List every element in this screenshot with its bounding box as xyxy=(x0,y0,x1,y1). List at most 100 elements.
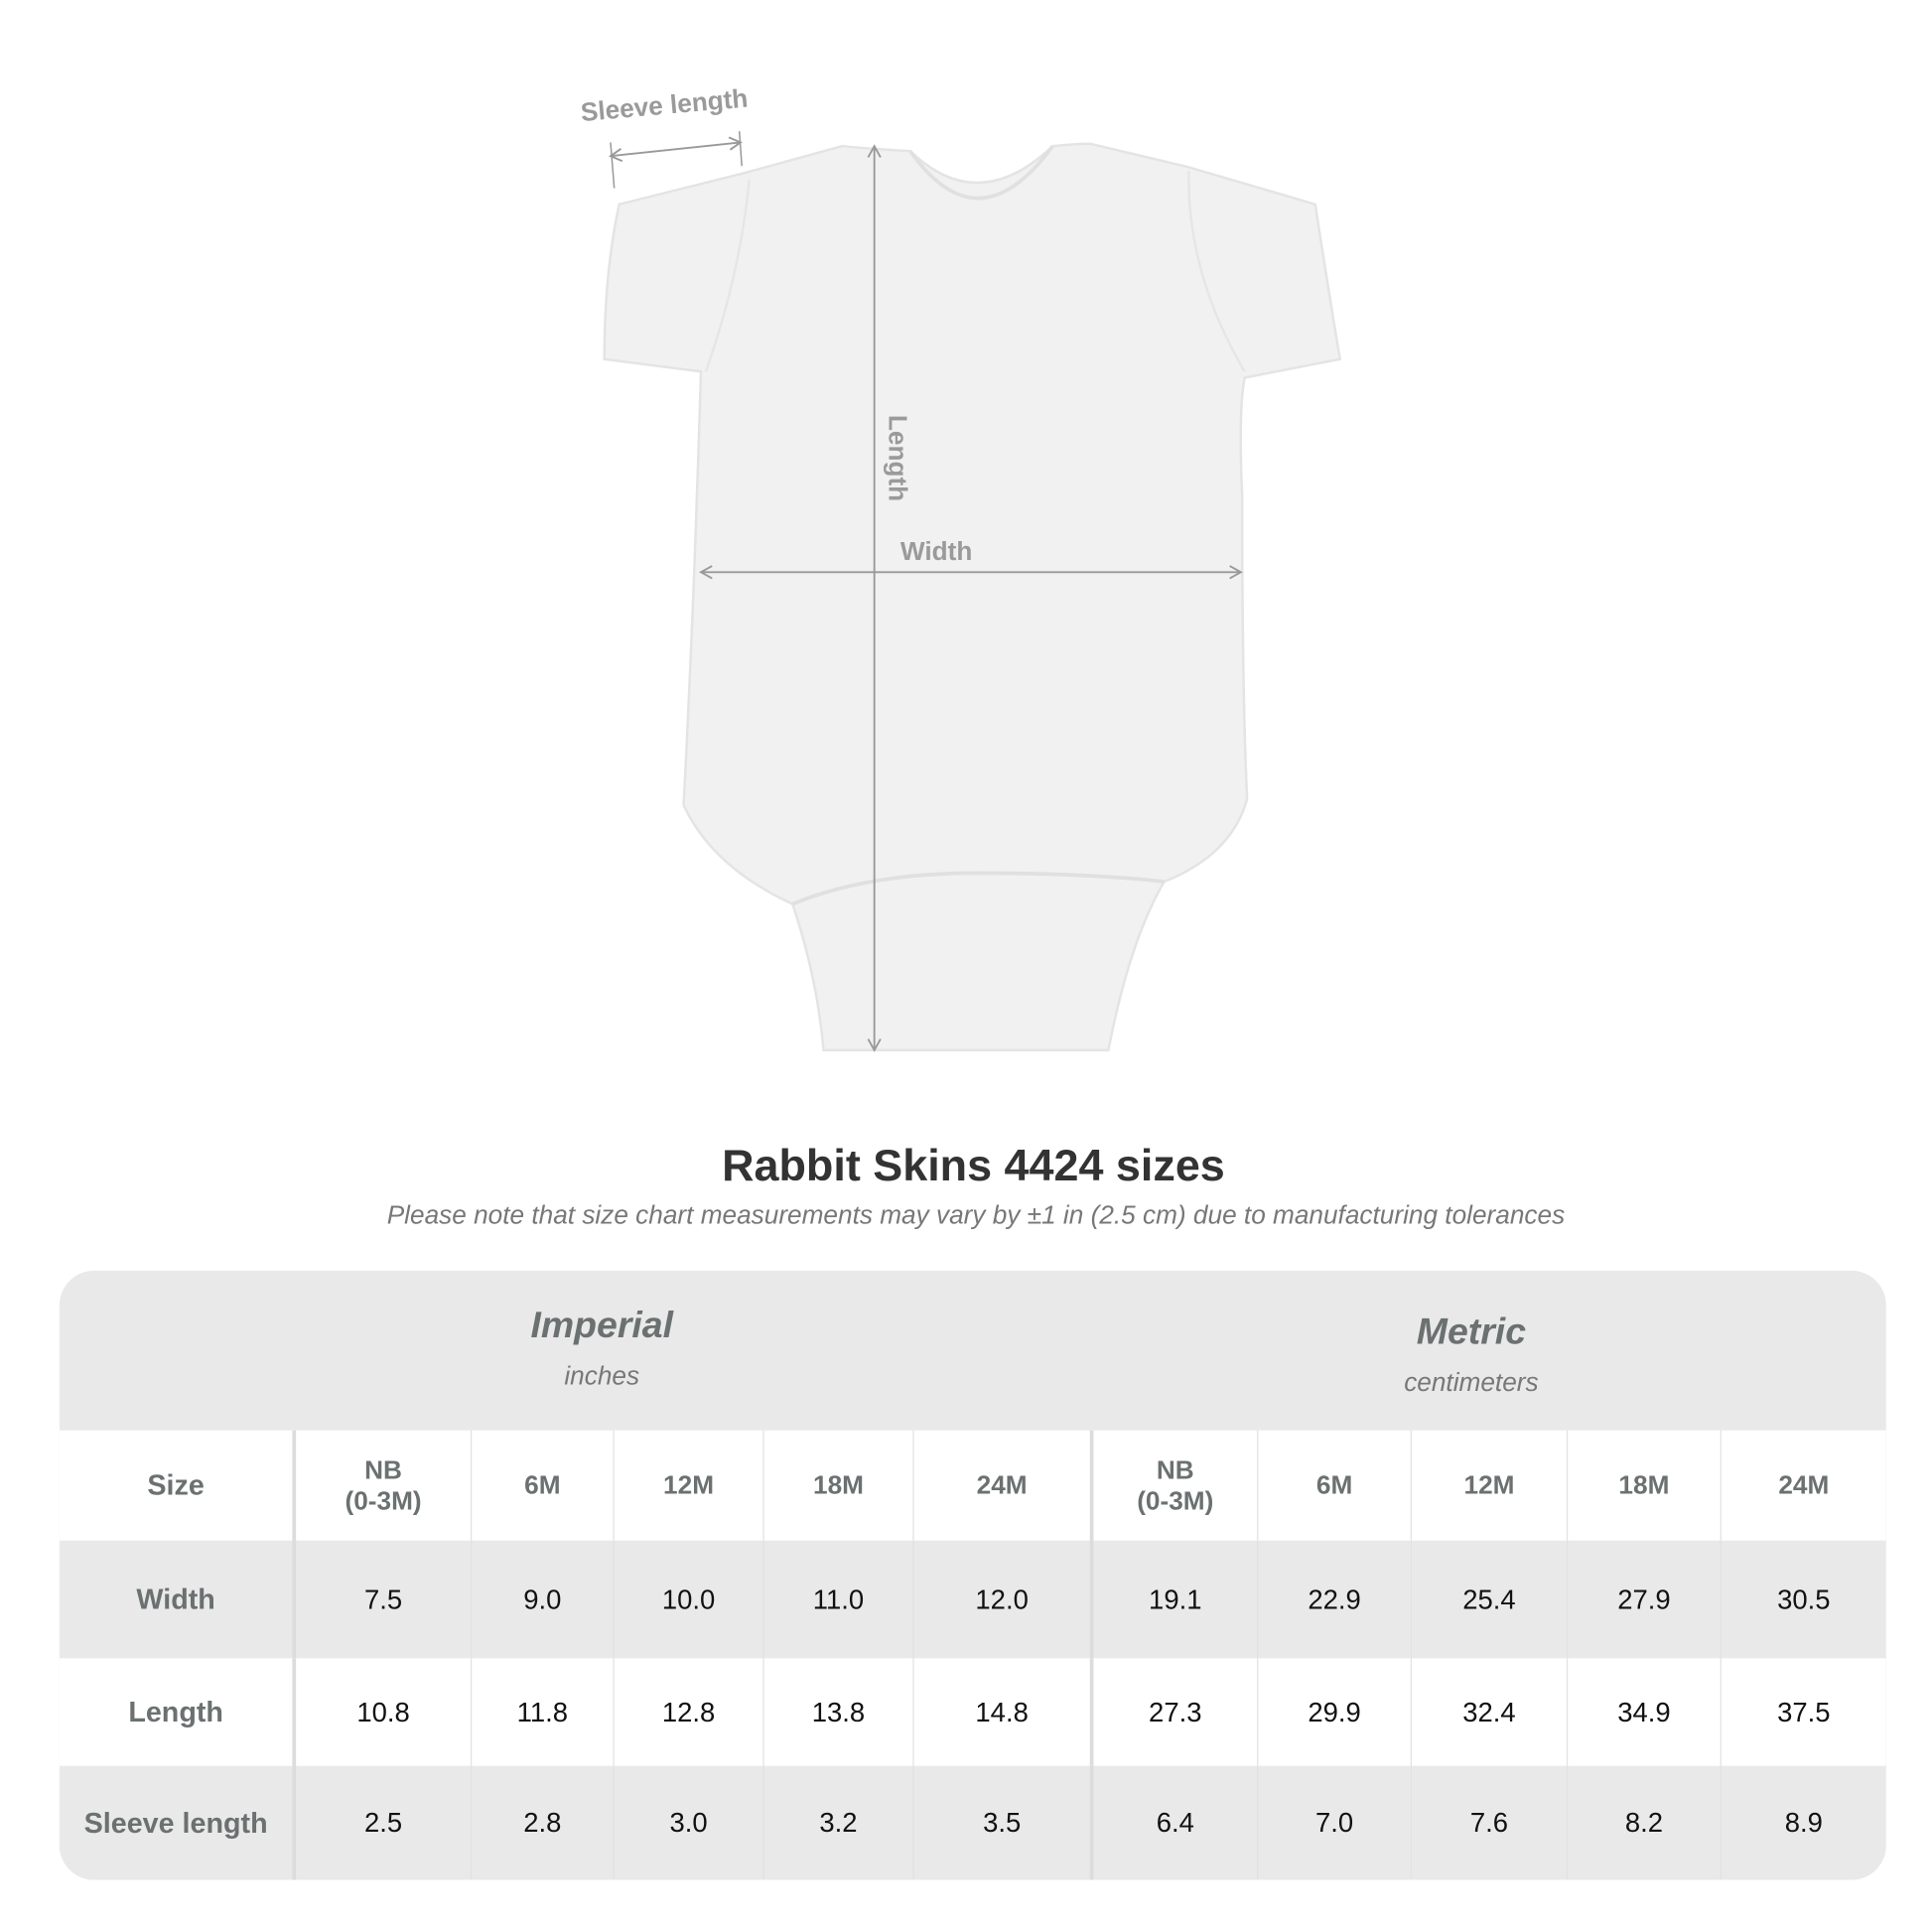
table-cell: 12M xyxy=(613,1430,762,1541)
metric-unit: centimeters xyxy=(1404,1368,1539,1398)
measurement-value: 12.0 xyxy=(975,1583,1029,1614)
metric-header: Metric centimeters xyxy=(1286,1311,1657,1398)
label-cell: Sleeve length xyxy=(60,1766,293,1880)
table-cell: 7.6 xyxy=(1410,1765,1567,1880)
measurement-value: 14.8 xyxy=(975,1696,1029,1727)
measurement-value: 7.0 xyxy=(1314,1806,1354,1839)
measurement-value: 22.9 xyxy=(1308,1583,1361,1614)
table-cell: 8.9 xyxy=(1720,1765,1886,1880)
size-header: 24M xyxy=(976,1470,1028,1500)
table-cell: 6.4 xyxy=(1089,1765,1257,1880)
size-label: Size xyxy=(147,1468,205,1501)
size-header: NB (0-3M) xyxy=(1137,1455,1214,1516)
measurement-value: 29.9 xyxy=(1308,1696,1361,1727)
table-cell: 24M xyxy=(912,1430,1089,1541)
table-cell: 2.5 xyxy=(292,1765,471,1880)
label-cell: Width xyxy=(60,1541,293,1659)
measurement-value: 3.0 xyxy=(669,1806,708,1839)
measurement-value: 12.8 xyxy=(661,1696,716,1727)
table-row: Width 7.5 9.0 10.0 11.0 12.0 19.1 22.9 25.4 27.9 3… xyxy=(59,1540,1886,1659)
table-cell: 3.2 xyxy=(762,1765,912,1880)
table-cell: 10.8 xyxy=(292,1658,471,1766)
table-cell: 18M xyxy=(762,1430,912,1541)
measurement-value: 32.4 xyxy=(1462,1696,1516,1727)
measurement-value: 3.2 xyxy=(819,1806,858,1839)
measurement-value: 13.8 xyxy=(811,1696,866,1727)
size-header-row: Size NB (0-3M) 6M 12M 18M 24M NB (0-3M) 6M 12M 18… xyxy=(59,1430,1886,1541)
measurement-value: 2.5 xyxy=(363,1806,403,1839)
table-cell: 12M xyxy=(1410,1430,1567,1541)
measurement-value: 8.2 xyxy=(1624,1806,1664,1839)
measurement-value: 27.9 xyxy=(1617,1583,1671,1614)
table-cell: 10.0 xyxy=(613,1540,762,1659)
table-cell: 8.2 xyxy=(1566,1765,1721,1880)
table-cell: 30.5 xyxy=(1720,1540,1886,1659)
table-cell: 22.9 xyxy=(1257,1540,1411,1659)
measurement-value: 25.4 xyxy=(1462,1583,1516,1614)
metric-title: Metric xyxy=(1416,1311,1527,1353)
label-cell: Length xyxy=(60,1658,293,1766)
measurement-value: 9.0 xyxy=(523,1583,562,1614)
table-cell: 18M xyxy=(1566,1430,1721,1541)
measurement-value: 37.5 xyxy=(1777,1696,1831,1727)
tolerance-note: Please note that size chart measurements… xyxy=(386,1200,1566,1230)
size-header: NB (0-3M) xyxy=(345,1455,422,1516)
measurement-value: 6.4 xyxy=(1156,1806,1194,1839)
page-title: Rabbit Skins 4424 sizes xyxy=(722,1139,1225,1190)
table-cell: 6M xyxy=(1257,1430,1411,1541)
size-header: 18M xyxy=(1618,1470,1670,1500)
table-cell: 3.0 xyxy=(613,1765,762,1880)
measurement-value: 10.0 xyxy=(661,1583,716,1614)
size-header: 24M xyxy=(1778,1470,1830,1500)
table-cell: 6M xyxy=(471,1430,613,1541)
measurement-value: 10.8 xyxy=(356,1696,410,1727)
table-cell: 2.8 xyxy=(471,1765,613,1880)
size-header: 6M xyxy=(524,1470,561,1500)
table-cell: 27.3 xyxy=(1089,1658,1257,1766)
size-header: 12M xyxy=(1463,1470,1515,1500)
table-row: Sleeve length 2.5 2.8 3.0 3.2 3.5 6.4 7.0 7.6 8.2… xyxy=(59,1765,1886,1880)
bodysuit-diagram xyxy=(603,131,1342,1052)
table-cell: 14.8 xyxy=(912,1658,1089,1766)
measurement-value: 2.8 xyxy=(523,1806,562,1839)
size-table: Imperial inches Metric centimeters Size N… xyxy=(59,1270,1886,1880)
length-label: Length xyxy=(883,414,912,502)
table-cell: 12.8 xyxy=(613,1658,762,1766)
measurement-value: 7.6 xyxy=(1469,1806,1509,1839)
table-cell: 12.0 xyxy=(912,1540,1089,1659)
imperial-unit: inches xyxy=(564,1362,640,1391)
row-label: Sleeve length xyxy=(83,1806,268,1839)
table-cell: 3.5 xyxy=(912,1765,1089,1880)
table-cell: 7.5 xyxy=(292,1540,471,1659)
table-cell: 9.0 xyxy=(471,1540,613,1659)
table-cell: NB (0-3M) xyxy=(1089,1430,1257,1541)
table-cell: 11.8 xyxy=(471,1658,613,1766)
width-label: Width xyxy=(899,537,973,567)
imperial-header: Imperial inches xyxy=(416,1306,787,1392)
size-header: 18M xyxy=(812,1470,864,1500)
table-cell: 19.1 xyxy=(1089,1540,1257,1659)
table-row: Length 10.8 11.8 12.8 13.8 14.8 27.3 29.9 32.4 34… xyxy=(59,1658,1886,1766)
measurement-value: 30.5 xyxy=(1777,1583,1831,1614)
measurement-value: 3.5 xyxy=(983,1806,1022,1839)
table-cell: 32.4 xyxy=(1410,1658,1567,1766)
table-cell: 27.9 xyxy=(1566,1540,1721,1659)
table-cell: 34.9 xyxy=(1566,1658,1721,1766)
measurement-value: 19.1 xyxy=(1149,1583,1202,1614)
measurement-value: 11.0 xyxy=(812,1583,865,1614)
size-header: 6M xyxy=(1315,1470,1353,1500)
measurement-value: 7.5 xyxy=(363,1583,403,1614)
table-cell: 37.5 xyxy=(1720,1658,1886,1766)
table-cell: 29.9 xyxy=(1257,1658,1411,1766)
imperial-title: Imperial xyxy=(530,1305,674,1346)
bodysuit-shape xyxy=(603,142,1342,1052)
table-cell: 11.0 xyxy=(762,1540,912,1659)
measurement-value: 8.9 xyxy=(1784,1806,1823,1839)
row-label: Width xyxy=(136,1583,215,1615)
table-cell: 7.0 xyxy=(1257,1765,1411,1880)
measurement-value: 27.3 xyxy=(1149,1696,1202,1727)
size-header: 12M xyxy=(663,1470,715,1500)
row-label: Length xyxy=(128,1695,223,1728)
measurement-value: 34.9 xyxy=(1617,1696,1671,1727)
table-cell: NB (0-3M) xyxy=(292,1430,471,1541)
